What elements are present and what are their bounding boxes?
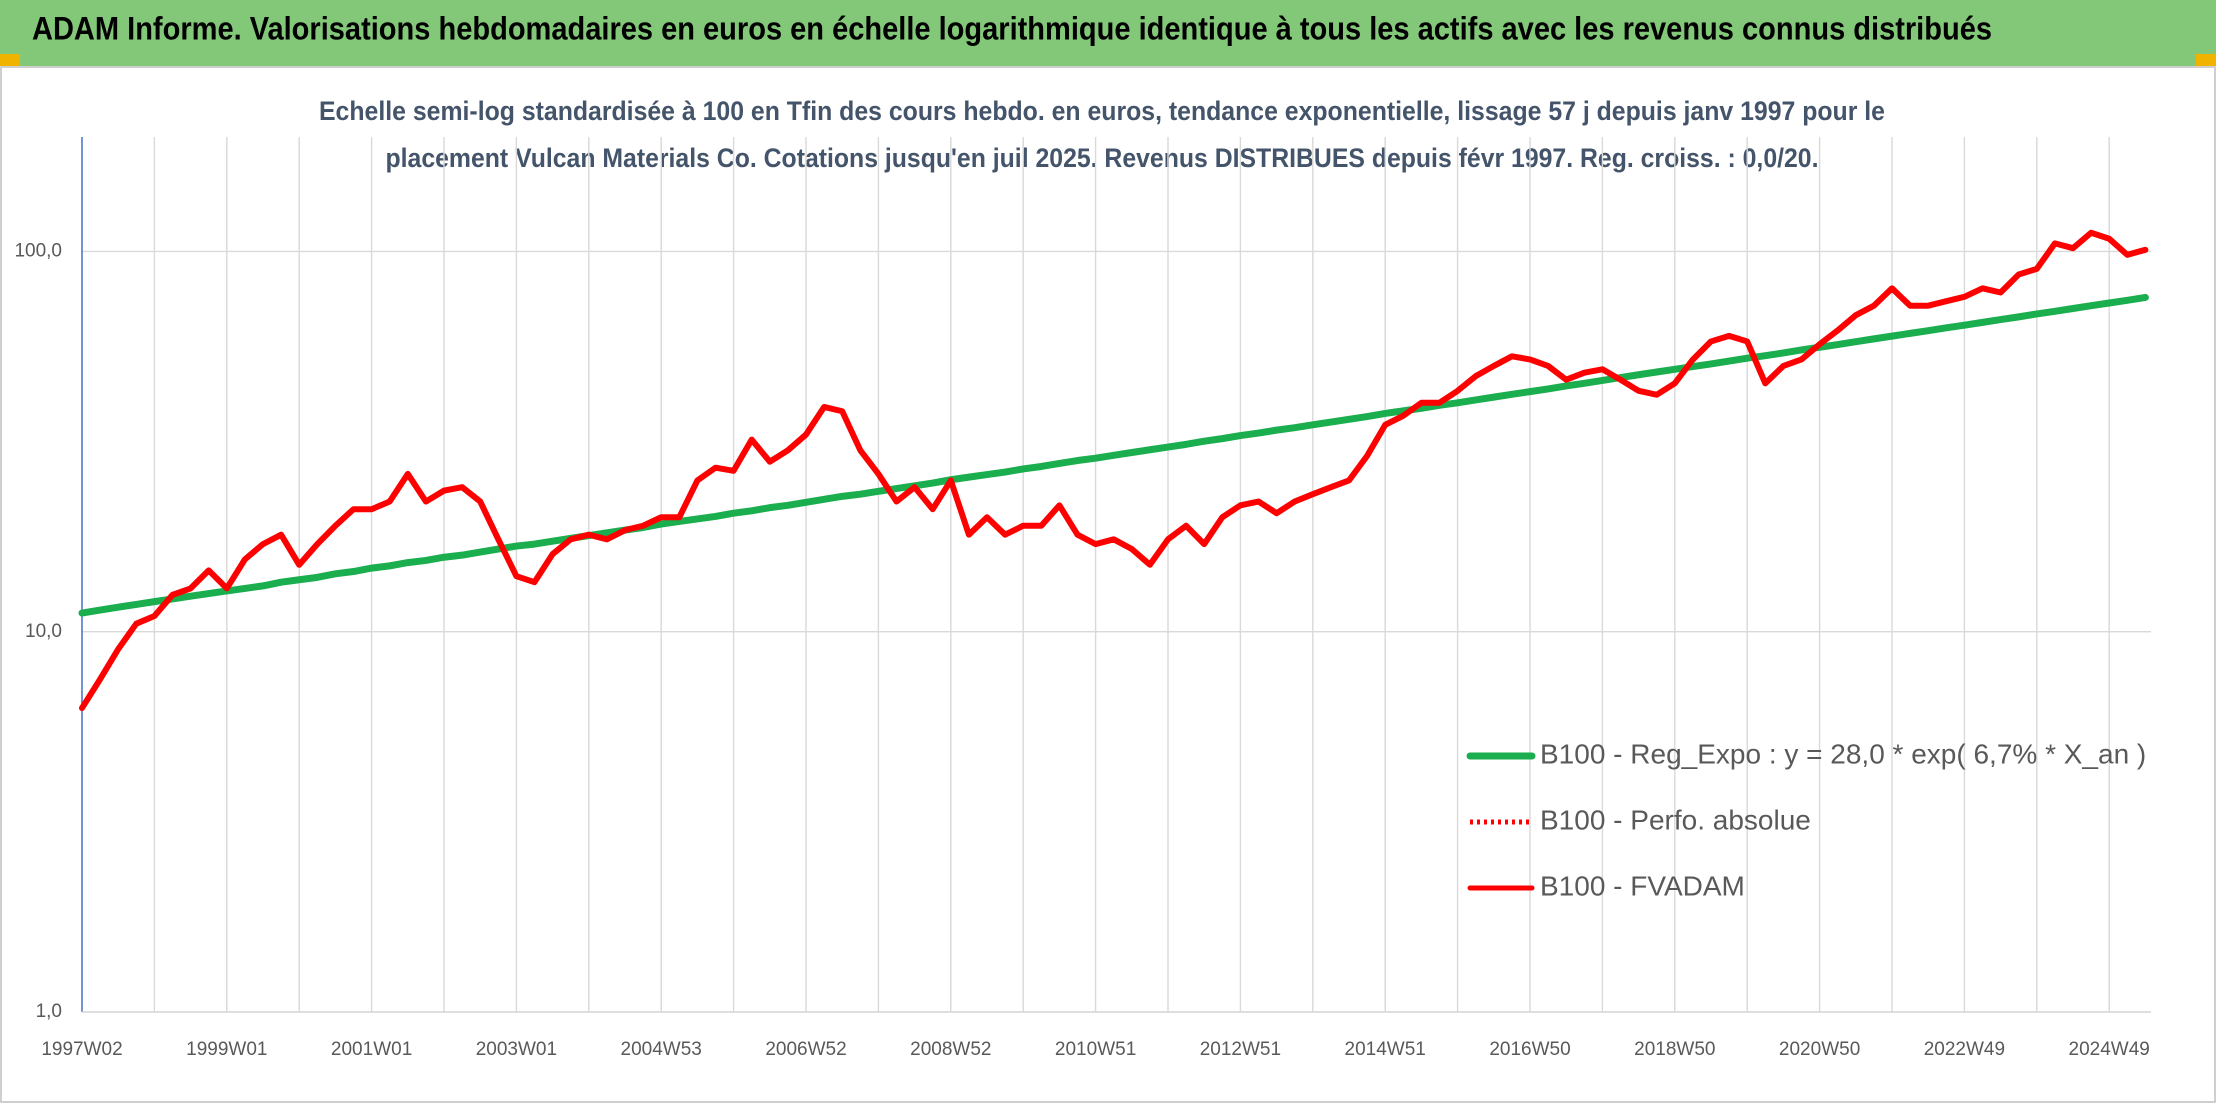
chart-subtitle: Echelle semi-log standardisée à 100 en T… (319, 96, 1885, 126)
x-tick-label: 2001W01 (331, 1039, 412, 1060)
y-tick-label: 1,0 (36, 1001, 62, 1022)
corner-mark (2196, 54, 2216, 66)
x-tick-label: 2010W51 (1055, 1039, 1136, 1060)
series-line (79, 229, 2149, 712)
chart-subtitle: placement Vulcan Materials Co. Cotations… (386, 143, 1819, 173)
page-title: ADAM Informe. Valorisations hebdomadaire… (32, 10, 1992, 46)
x-tick-label: 2006W52 (765, 1039, 846, 1060)
y-tick-label: 10,0 (25, 621, 62, 642)
legend-label: B100 - Perfo. absolue (1540, 804, 1811, 835)
x-tick-label: 1999W01 (186, 1039, 267, 1060)
x-tick-label: 2022W49 (1924, 1039, 2005, 1060)
x-tick-label: 2020W50 (1779, 1039, 1860, 1060)
chart-frame (0, 66, 2216, 1103)
y-tick-label: 100,0 (14, 240, 62, 261)
x-tick-label: 1997W02 (41, 1039, 122, 1060)
x-tick-label: 2004W53 (621, 1039, 702, 1060)
x-tick-label: 2018W50 (1634, 1039, 1715, 1060)
x-tick-label: 2008W52 (910, 1039, 991, 1060)
x-tick-label: 2024W49 (2069, 1039, 2150, 1060)
corner-mark (0, 54, 20, 66)
x-tick-label: 2012W51 (1200, 1039, 1281, 1060)
x-tick-label: 2014W51 (1345, 1039, 1426, 1060)
x-tick-label: 2003W01 (476, 1039, 557, 1060)
legend-label: B100 - FVADAM (1540, 870, 1745, 901)
header-bar (0, 0, 2216, 66)
legend-label: B100 - Reg_Expo : y = 28,0 * exp( 6,7% *… (1540, 738, 2146, 769)
series-line (78, 293, 2149, 617)
x-tick-label: 2016W50 (1489, 1039, 1570, 1060)
